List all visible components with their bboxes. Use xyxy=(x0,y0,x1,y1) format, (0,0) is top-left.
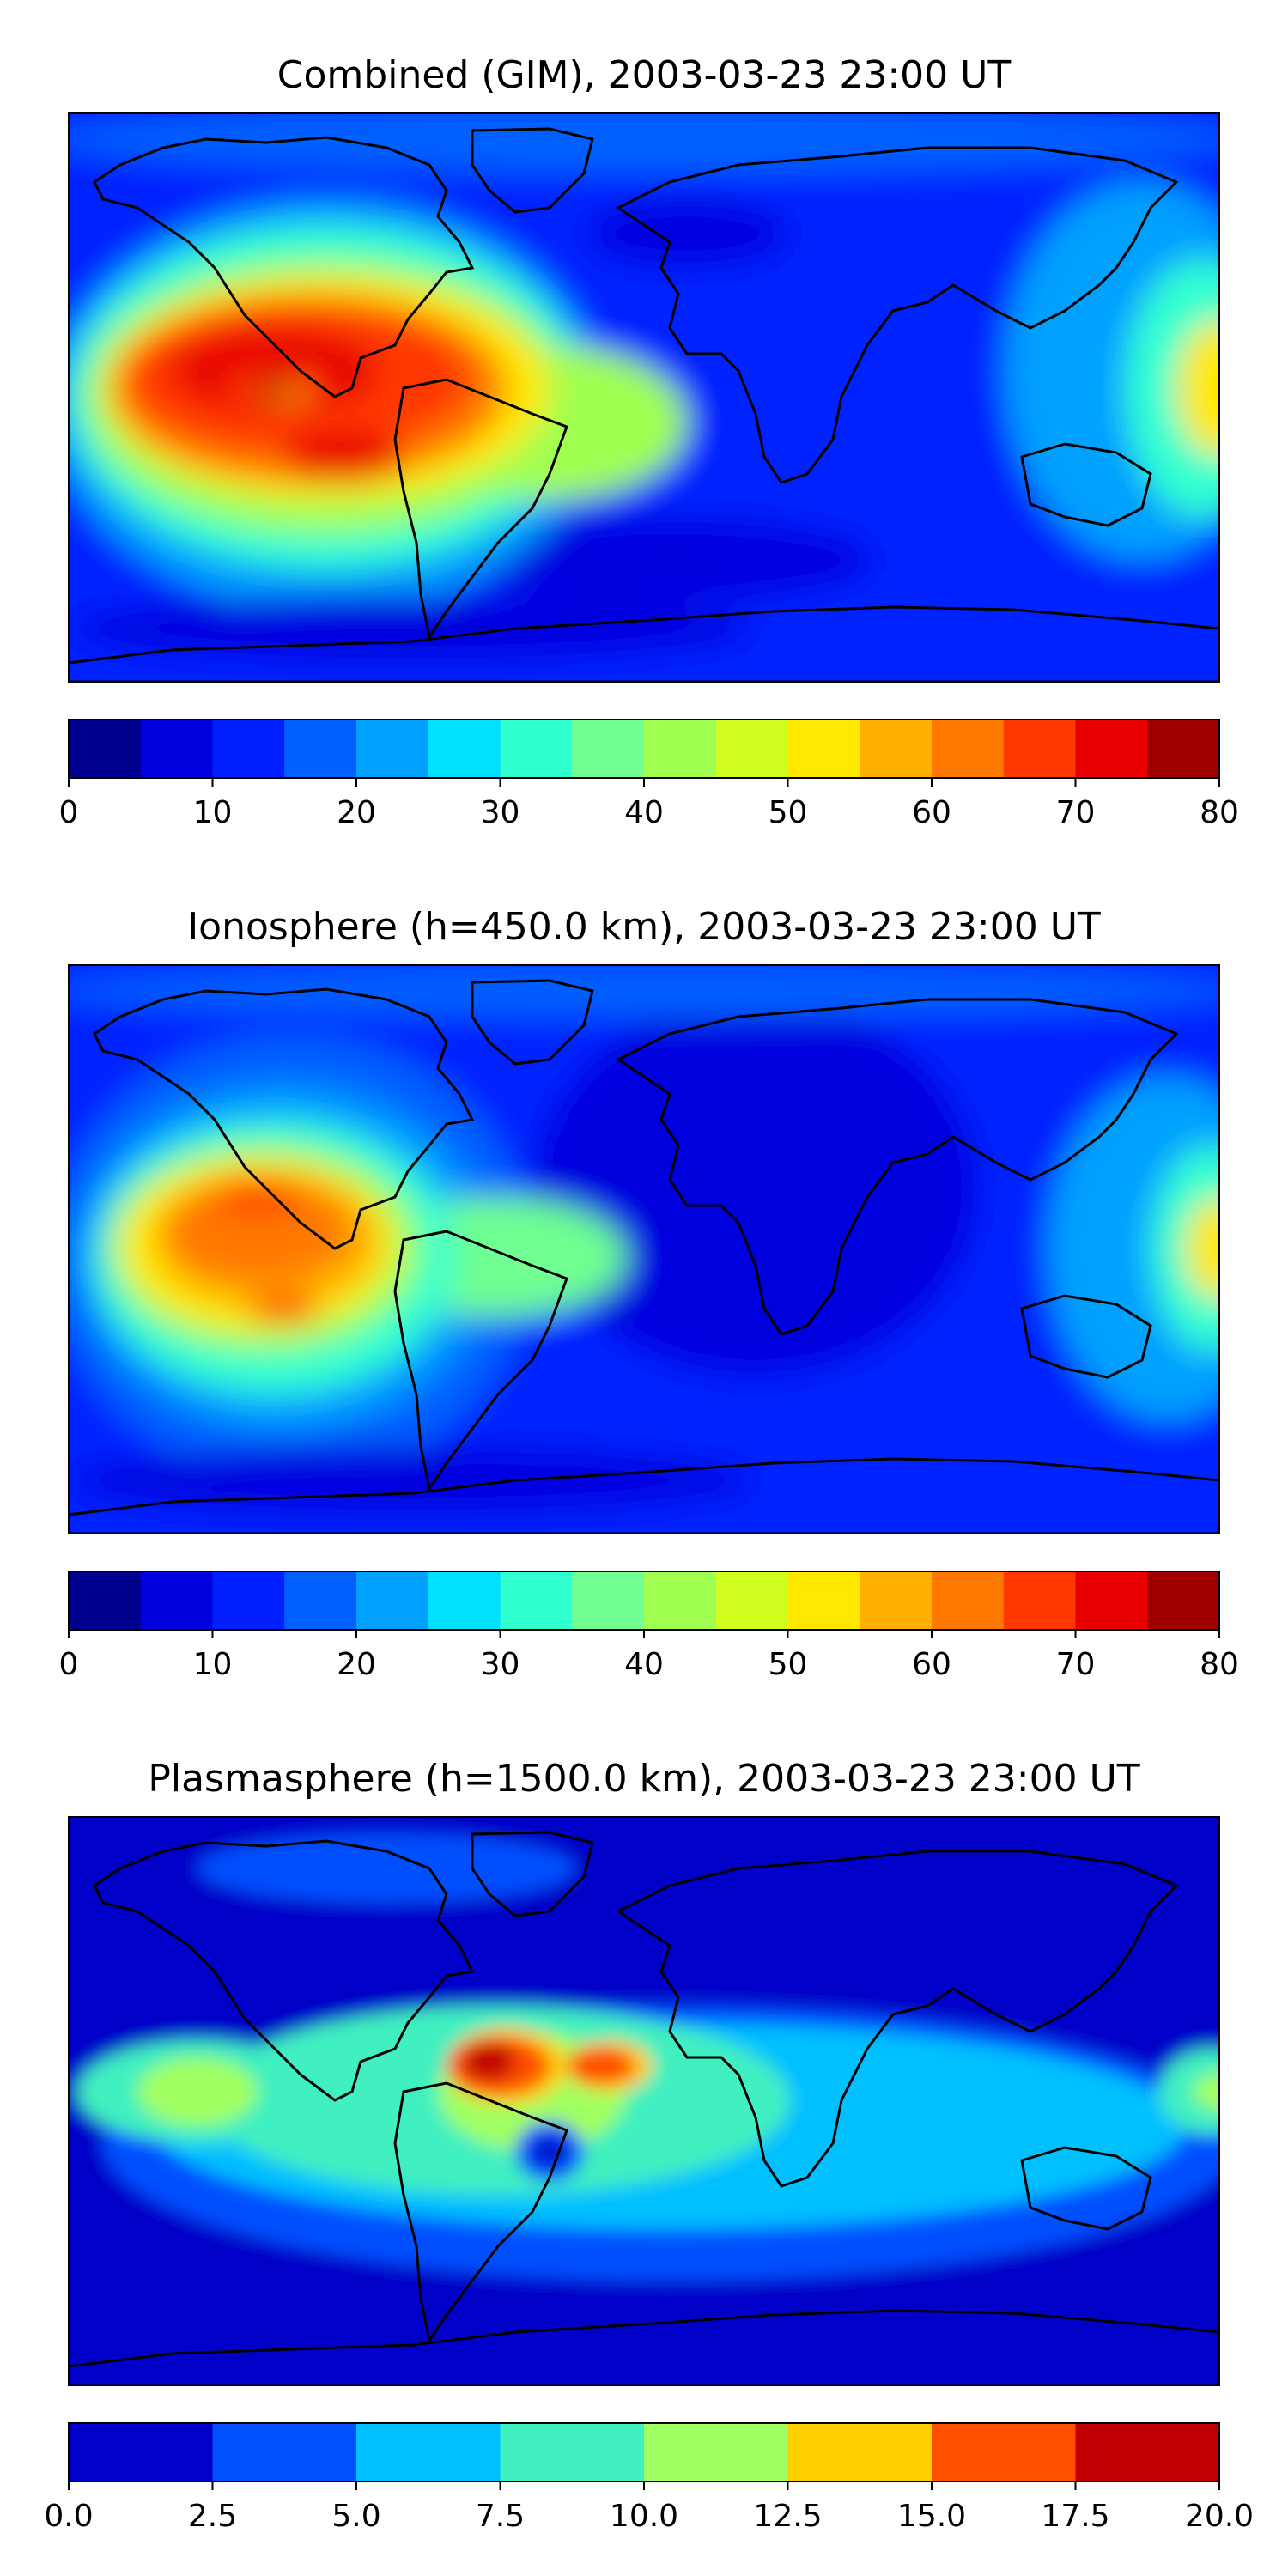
colorbar-tick-label: 20.0 xyxy=(1185,2499,1254,2534)
colorbar-segment xyxy=(1003,720,1076,778)
colorbar-segment xyxy=(932,1571,1005,1630)
colorbar-segment xyxy=(860,720,933,778)
colorbar-segment xyxy=(1075,1571,1148,1630)
colorbar-segment xyxy=(572,720,645,778)
colorbar-segment xyxy=(212,2423,357,2482)
map-frame xyxy=(68,112,1220,683)
colorbar-tick-label: 7.5 xyxy=(476,2499,525,2534)
colorbar-segment xyxy=(644,720,717,778)
colorbar-tick-label: 50 xyxy=(769,795,808,830)
colorbar-segment xyxy=(356,720,429,778)
map-frame xyxy=(68,964,1220,1534)
colorbar-tick-label: 0 xyxy=(59,795,79,830)
colorbar-segment xyxy=(284,1571,357,1630)
colorbar-tick-label: 80 xyxy=(1200,1647,1239,1682)
colorbar-tick-label: 5.0 xyxy=(331,2499,380,2534)
colorbar-segment xyxy=(500,720,573,778)
map-ionosphere xyxy=(69,965,1219,1534)
colorbar-tick-label: 70 xyxy=(1056,1647,1096,1682)
colorbar-tick-label: 30 xyxy=(481,1647,520,1682)
colorbar-segment xyxy=(428,1571,501,1630)
colorbar-segment xyxy=(787,720,860,778)
colorbar-segment xyxy=(860,1571,933,1630)
colorbar-tick-label: 40 xyxy=(624,795,664,830)
colorbar-tick-label: 50 xyxy=(769,1647,808,1682)
panel-title-combined: Combined (GIM), 2003-03-23 23:00 UT xyxy=(277,53,1012,97)
colorbar-segment xyxy=(1003,1571,1076,1630)
colorbar-tick-label: 60 xyxy=(912,1647,951,1682)
colorbar-segment xyxy=(1147,720,1220,778)
colorbar-tick-label: 15.0 xyxy=(897,2499,966,2534)
colorbar-segment xyxy=(356,2423,501,2482)
colorbar-segment xyxy=(715,720,788,778)
colorbar-ionosphere: 0 10 20 30 40 50 60 70 80 xyxy=(59,1571,1239,1682)
colorbar-segment xyxy=(572,1571,645,1630)
colorbar-segment xyxy=(932,2423,1076,2482)
colorbar-segment xyxy=(787,1571,860,1630)
colorbar-segment xyxy=(284,720,357,778)
colorbar-combined: 0 10 20 30 40 50 60 70 80 xyxy=(59,719,1239,830)
colorbar-segment xyxy=(644,1571,717,1630)
colorbar-tick-label: 2.5 xyxy=(188,2499,237,2534)
colorbar-segment xyxy=(69,2423,213,2482)
colorbar-tick-label: 17.5 xyxy=(1041,2499,1109,2534)
colorbar-segment xyxy=(356,1571,429,1630)
colorbar-segment xyxy=(140,720,213,778)
map-frame xyxy=(68,1816,1220,2386)
colorbar-segment xyxy=(500,1571,573,1630)
colorbar-tick-label: 12.5 xyxy=(753,2499,822,2534)
colorbar-tick-label: 0 xyxy=(59,1647,79,1682)
colorbar-segment xyxy=(212,720,285,778)
colorbar-tick-label: 30 xyxy=(481,795,520,830)
colorbar-segment xyxy=(500,2423,645,2482)
colorbar-tick-label: 10.0 xyxy=(610,2499,678,2534)
colorbar-segment xyxy=(1075,720,1148,778)
colorbar-segment xyxy=(428,720,501,778)
colorbar-segment xyxy=(787,2423,933,2482)
colorbar-segment xyxy=(1075,2423,1220,2482)
colorbar-tick-label: 10 xyxy=(193,795,233,830)
colorbar-segment xyxy=(715,1571,788,1630)
panel-title-plasmasphere: Plasmasphere (h=1500.0 km), 2003-03-23 2… xyxy=(148,1757,1139,1801)
map-combined xyxy=(69,113,1219,682)
colorbar-tick-label: 10 xyxy=(193,1647,233,1682)
colorbar-segment xyxy=(1147,1571,1220,1630)
colorbar-segment xyxy=(212,1571,285,1630)
colorbar-tick-label: 20 xyxy=(337,1647,376,1682)
colorbar-tick-label: 20 xyxy=(337,795,376,830)
colorbar-tick-label: 70 xyxy=(1056,795,1096,830)
colorbar-segment xyxy=(140,1571,213,1630)
colorbar-plasmasphere: 0.0 2.5 5.0 7.5 10.0 12.5 15.0 17.5 20.0 xyxy=(44,2422,1254,2534)
colorbar-tick-label: 40 xyxy=(624,1647,664,1682)
colorbar-tick-label: 80 xyxy=(1200,795,1239,830)
colorbar-segment xyxy=(644,2423,788,2482)
colorbar-tick-label: 0.0 xyxy=(44,2499,93,2534)
colorbar-segment xyxy=(69,720,142,778)
colorbar-segment xyxy=(932,720,1005,778)
colorbar-tick-label: 60 xyxy=(912,795,951,830)
map-plasmasphere xyxy=(69,1817,1219,2385)
colorbar-segment xyxy=(69,1571,142,1630)
panel-title-ionosphere: Ionosphere (h=450.0 km), 2003-03-23 23:0… xyxy=(187,905,1101,949)
